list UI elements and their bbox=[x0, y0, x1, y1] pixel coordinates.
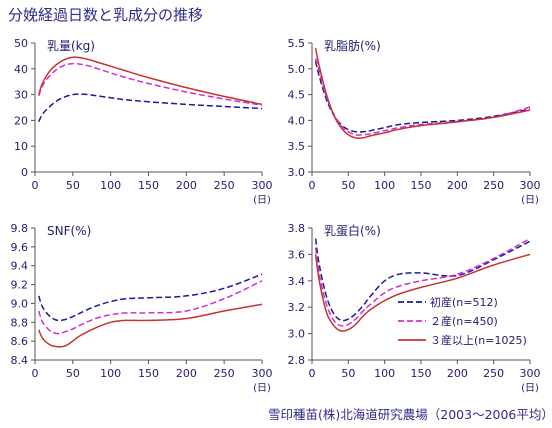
x-unit-label: (日) bbox=[521, 195, 539, 206]
series-line-1 bbox=[38, 93, 263, 123]
y-tick-label: 3.0 bbox=[288, 166, 306, 179]
y-tick-label: 2.8 bbox=[288, 354, 306, 367]
y-tick-label: 8.8 bbox=[11, 316, 29, 329]
y-tick-label: 3.5 bbox=[288, 140, 306, 153]
x-tick-label: 0 bbox=[32, 179, 39, 192]
series-line-3 bbox=[314, 48, 531, 140]
series-line-1 bbox=[314, 238, 531, 322]
legend-label-1: 初産(n=512) bbox=[430, 295, 498, 309]
y-tick-label: 40 bbox=[14, 63, 28, 76]
x-tick-label: 250 bbox=[483, 179, 504, 192]
chart-title: 乳蛋白(%) bbox=[324, 223, 381, 238]
x-tick-label: 150 bbox=[138, 179, 159, 192]
y-tick-label: 3.4 bbox=[288, 275, 306, 288]
x-tick-label: 300 bbox=[520, 367, 541, 380]
x-tick-label: 250 bbox=[214, 367, 235, 380]
y-tick-label: 9.6 bbox=[11, 241, 29, 254]
chart-title: SNF(%) bbox=[47, 224, 91, 238]
x-unit-label: (日) bbox=[521, 383, 539, 394]
y-tick-label: 50 bbox=[14, 37, 28, 50]
x-tick-label: 200 bbox=[176, 367, 197, 380]
series-line-1 bbox=[38, 273, 263, 322]
x-tick-label: 50 bbox=[341, 179, 355, 192]
page-title: 分娩経過日数と乳成分の推移 bbox=[8, 6, 204, 24]
x-tick-label: 150 bbox=[138, 367, 159, 380]
y-tick-label: 20 bbox=[14, 114, 28, 127]
legend: 初産(n=512) ２産(n=450) ３産以上(n=1025) bbox=[398, 295, 527, 347]
y-tick-label: 9.0 bbox=[11, 297, 29, 310]
chart-panel-2: 3.0 3.5 4.0 4.5 5.0 5.5 0 50 100 150 200 250 300 (日) 乳… bbox=[288, 37, 541, 206]
series-line-3 bbox=[38, 303, 263, 348]
x-tick-label: 100 bbox=[374, 367, 395, 380]
y-tick-label: 9.4 bbox=[11, 260, 29, 273]
x-tick-label: 0 bbox=[309, 367, 316, 380]
x-tick-label: 50 bbox=[341, 367, 355, 380]
series-line-1 bbox=[314, 60, 531, 133]
chart-panel-3: 8.4 8.6 8.8 9.0 9.2 9.4 9.6 9.8 0 50 100 150 200 250 3… bbox=[11, 222, 273, 394]
x-tick-label: 250 bbox=[483, 367, 504, 380]
chart-title: 乳量(kg) bbox=[47, 39, 95, 53]
source-credit: 雪印種苗(株)北海道研究農場（2003～2006平均） bbox=[268, 407, 552, 422]
y-tick-label: 30 bbox=[14, 89, 28, 102]
series-line-2 bbox=[38, 280, 263, 335]
series-line-3 bbox=[314, 253, 531, 332]
x-tick-label: 200 bbox=[447, 179, 468, 192]
x-tick-label: 0 bbox=[309, 179, 316, 192]
x-unit-label: (日) bbox=[253, 383, 271, 394]
y-tick-label: 5.5 bbox=[288, 37, 306, 50]
y-tick-label: 0 bbox=[21, 166, 28, 179]
y-tick-label: 10 bbox=[14, 140, 28, 153]
y-tick-label: 8.4 bbox=[11, 354, 29, 367]
y-tick-label: 8.6 bbox=[11, 335, 29, 348]
series-line-2 bbox=[38, 62, 263, 106]
x-tick-label: 100 bbox=[374, 179, 395, 192]
x-tick-label: 200 bbox=[176, 179, 197, 192]
x-tick-label: 300 bbox=[252, 179, 273, 192]
x-tick-label: 100 bbox=[100, 367, 121, 380]
x-unit-label: (日) bbox=[253, 195, 271, 206]
series-line-2 bbox=[314, 237, 531, 327]
x-tick-label: 50 bbox=[66, 367, 80, 380]
legend-label-2: ２産(n=450) bbox=[430, 315, 498, 328]
x-tick-label: 0 bbox=[32, 367, 39, 380]
series-line-3 bbox=[38, 56, 263, 106]
y-tick-label: 3.0 bbox=[288, 328, 306, 341]
y-tick-label: 3.6 bbox=[288, 248, 306, 261]
chart-panel-1: 0 10 20 30 40 50 0 50 100 150 200 250 300 (日) 乳量(kg) bbox=[14, 37, 273, 206]
y-tick-label: 5.0 bbox=[288, 63, 306, 76]
x-tick-label: 50 bbox=[66, 179, 80, 192]
chart-panel-4: 2.8 3.0 3.2 3.4 3.6 3.8 0 50 100 150 200 250 300 (日) 乳… bbox=[288, 222, 541, 394]
x-tick-label: 200 bbox=[447, 367, 468, 380]
legend-label-3: ３産以上(n=1025) bbox=[430, 334, 527, 347]
chart-title: 乳脂肪(%) bbox=[324, 38, 381, 53]
y-tick-label: 4.5 bbox=[288, 89, 306, 102]
x-tick-label: 150 bbox=[411, 179, 432, 192]
x-tick-label: 100 bbox=[100, 179, 121, 192]
x-tick-label: 150 bbox=[411, 367, 432, 380]
x-tick-label: 300 bbox=[252, 367, 273, 380]
y-tick-label: 3.8 bbox=[288, 222, 306, 235]
y-tick-label: 3.2 bbox=[288, 301, 306, 314]
x-tick-label: 250 bbox=[214, 179, 235, 192]
series-line-2 bbox=[314, 58, 531, 136]
y-tick-label: 9.8 bbox=[11, 222, 29, 235]
y-tick-label: 9.2 bbox=[11, 279, 29, 292]
y-tick-label: 4.0 bbox=[288, 114, 306, 127]
x-tick-label: 300 bbox=[520, 179, 541, 192]
